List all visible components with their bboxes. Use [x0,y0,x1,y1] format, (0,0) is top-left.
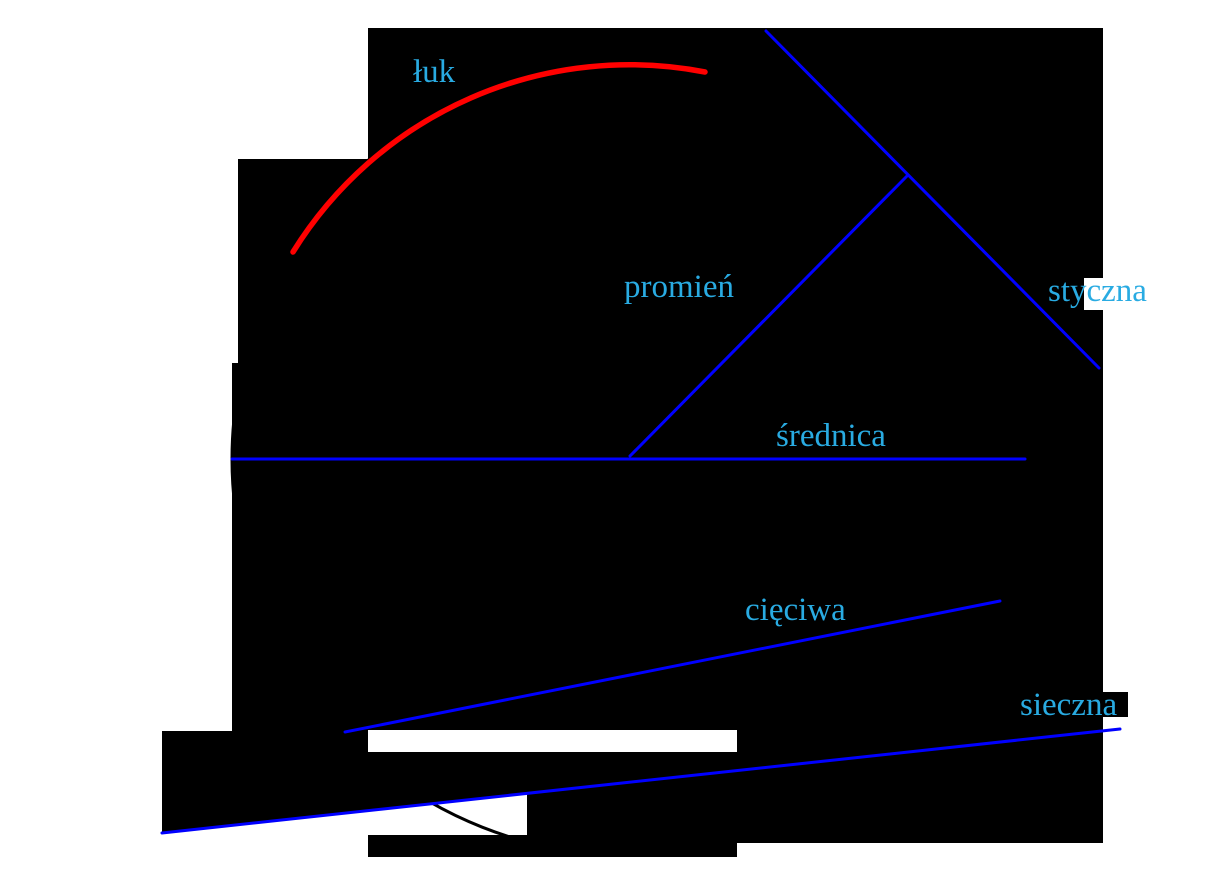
black-region-above-secant [162,731,368,833]
diameter-label: średnica [776,418,886,454]
black-patch-sieczna [1103,692,1128,717]
tangent-label: styczna [1048,273,1147,309]
black-background-regions [162,28,1128,857]
radius-line [628,173,910,458]
black-region-bottom-right [737,730,1103,843]
black-region-left-upper [238,159,368,363]
radius-label: promień [624,269,734,305]
labels: łuk promień styczna średnica cięciwa sie… [413,54,1147,723]
chord-label: cięciwa [745,592,846,628]
black-region-left-lower [232,363,368,731]
secant-line [160,727,1122,835]
white-wedge-below-secant [368,794,527,835]
arc-label: łuk [413,54,456,90]
construction-lines [160,29,1122,835]
tangent-line [764,29,1101,370]
arc-highlight [290,62,708,255]
black-region-main [368,28,1103,730]
white-highlight-styczna [1084,278,1103,310]
secant-label: sieczna [1020,687,1117,723]
chord-line [343,599,1002,734]
white-mask-overlays [368,278,1103,835]
